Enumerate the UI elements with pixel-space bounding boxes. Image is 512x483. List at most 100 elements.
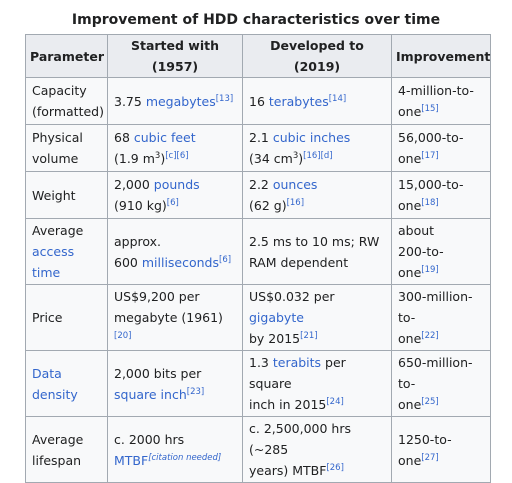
cell-text: (62 g) bbox=[249, 198, 287, 213]
wiki-link[interactable]: Data bbox=[32, 365, 62, 381]
cell-started: c. 2000 hrs MTBF[citation needed] bbox=[107, 416, 243, 483]
cell-text: one bbox=[398, 397, 422, 412]
citation-link[interactable]: [26] bbox=[326, 462, 344, 473]
cell-text: by 2015 bbox=[249, 331, 301, 346]
citation-link[interactable]: [13] bbox=[215, 93, 234, 104]
hdd-comparison-table: Parameter Started with (1957) Developed … bbox=[25, 34, 491, 483]
cell-developed: c. 2,500,000 hrs (~285 years) MTBF[26] bbox=[242, 416, 392, 483]
citation-link[interactable]: [16] bbox=[286, 197, 305, 208]
citation-link[interactable]: [16][d] bbox=[303, 150, 333, 161]
cell-started: US$9,200 per megabyte (1961) [20] bbox=[107, 284, 243, 351]
cell-text: 4-million-to- bbox=[398, 83, 474, 98]
cell-text: (34 cm bbox=[249, 151, 293, 166]
cell-text: one bbox=[398, 104, 422, 119]
citation-link[interactable]: [24] bbox=[326, 396, 344, 407]
citation-link[interactable]: [17] bbox=[421, 150, 439, 161]
wiki-link[interactable]: megabytes bbox=[145, 93, 216, 109]
cell-text: one bbox=[398, 151, 422, 166]
cell-text: 56,000-to- bbox=[398, 130, 464, 145]
citation-link[interactable]: [citation needed] bbox=[148, 452, 222, 463]
cell-developed: 2.5 ms to 10 ms; RW RAM dependent bbox=[242, 218, 392, 285]
citation-link[interactable]: [25] bbox=[421, 396, 439, 407]
cell-text: one bbox=[398, 452, 422, 468]
cell-text: RAM dependent bbox=[249, 254, 349, 270]
cell-text: US$9,200 per bbox=[114, 289, 200, 304]
cell-text: volume bbox=[32, 151, 79, 166]
cell-text: ) bbox=[160, 151, 166, 166]
wiki-link[interactable]: square inch bbox=[114, 386, 187, 402]
citation-link[interactable]: [18] bbox=[421, 197, 439, 208]
cell-text: c. 2000 hrs bbox=[114, 431, 185, 447]
cell-param: Price bbox=[25, 284, 108, 351]
cell-text: Average bbox=[32, 223, 84, 238]
wiki-link[interactable]: cubic inches bbox=[272, 130, 351, 145]
cell-text: 2,000 bits per bbox=[114, 365, 202, 381]
wiki-link[interactable]: gigabyte bbox=[249, 310, 304, 325]
cell-param: Data density bbox=[25, 350, 108, 417]
cell-started: 2,000 bits per square inch[23] bbox=[107, 350, 243, 417]
cell-improvement: 15,000-to-one[18] bbox=[391, 171, 491, 219]
unit-exponent: 3 bbox=[154, 150, 161, 161]
cell-developed: 2.1 cubic inches (34 cm3)[16][d] bbox=[242, 124, 392, 172]
wiki-link[interactable]: MTBF bbox=[114, 452, 149, 468]
table-row: Average lifespan c. 2000 hrs MTBF[citation … bbox=[25, 416, 491, 483]
cell-text: years) MTBF bbox=[249, 463, 327, 478]
table-row: Weight 2,000 pounds (910 kg)[6] 2.2 ounces (… bbox=[25, 171, 491, 219]
cell-text: about bbox=[398, 223, 435, 238]
cell-text: Weight bbox=[32, 187, 76, 203]
cell-text: 200-to-one bbox=[398, 244, 444, 280]
cell-text: 2.1 bbox=[249, 130, 273, 145]
citation-link[interactable]: [23] bbox=[186, 386, 205, 397]
citation-link[interactable]: [27] bbox=[421, 452, 439, 463]
cell-improvement: 300-million-to-one[22] bbox=[391, 284, 491, 351]
citation-link[interactable]: [c][6] bbox=[165, 150, 189, 161]
header-started-with: Started with (1957) bbox=[107, 34, 243, 78]
cell-text: Price bbox=[32, 310, 63, 325]
wiki-link[interactable]: milliseconds bbox=[141, 254, 220, 270]
citation-link[interactable]: [19] bbox=[421, 264, 439, 275]
table-row: Physical volume 68 cubic feet (1.9 m3)[c][6… bbox=[25, 124, 491, 172]
cell-text: 1.3 bbox=[249, 355, 273, 370]
citation-link[interactable]: [20] bbox=[114, 330, 132, 341]
wiki-link[interactable]: cubic feet bbox=[133, 130, 196, 145]
cell-started: 68 cubic feet (1.9 m3)[c][6] bbox=[107, 124, 243, 172]
cell-improvement: about 200-to-one[19] bbox=[391, 218, 491, 285]
cell-text: Average bbox=[32, 431, 84, 447]
cell-param: Capacity (formatted) bbox=[25, 77, 108, 125]
cell-text: Capacity bbox=[32, 83, 87, 98]
cell-param: Physical volume bbox=[25, 124, 108, 172]
wiki-link[interactable]: access time bbox=[32, 244, 75, 280]
cell-text: 2,000 bbox=[114, 177, 154, 192]
citation-link[interactable]: [6] bbox=[219, 254, 232, 265]
cell-text: 68 bbox=[114, 130, 134, 145]
cell-improvement: 650-million-to-one[25] bbox=[391, 350, 491, 417]
cell-started: 2,000 pounds (910 kg)[6] bbox=[107, 171, 243, 219]
citation-link[interactable]: [21] bbox=[300, 330, 318, 341]
cell-param: Average lifespan bbox=[25, 416, 108, 483]
wiki-link[interactable]: ounces bbox=[272, 177, 318, 192]
cell-text: c. 2,500,000 hrs (~285 bbox=[249, 421, 351, 457]
citation-link[interactable]: [22] bbox=[421, 330, 439, 341]
citation-link[interactable]: [6] bbox=[166, 197, 179, 208]
cell-text: lifespan bbox=[32, 452, 82, 468]
wiki-link[interactable]: density bbox=[32, 386, 78, 402]
citation-link[interactable]: [15] bbox=[421, 103, 439, 114]
table-row: Capacity (formatted) 3.75 megabytes[13] 16 … bbox=[25, 77, 491, 125]
table-row: Price US$9,200 per megabyte (1961) [20] US$0… bbox=[25, 284, 491, 351]
wiki-link[interactable]: pounds bbox=[153, 177, 200, 192]
wiki-link[interactable]: terabytes bbox=[268, 93, 329, 109]
table-caption: Improvement of HDD characteristics over … bbox=[71, 12, 441, 28]
cell-text: 300-million-to- bbox=[398, 289, 473, 325]
cell-started: 3.75 megabytes[13] bbox=[107, 77, 243, 125]
cell-developed: US$0.032 per gigabyte by 2015[21] bbox=[242, 284, 392, 351]
citation-link[interactable]: [14] bbox=[328, 93, 347, 104]
unit-exponent: 3 bbox=[292, 150, 299, 161]
cell-improvement: 1250-to-one[27] bbox=[391, 416, 491, 483]
cell-text: 3.75 bbox=[114, 93, 146, 109]
wiki-link[interactable]: terabits bbox=[272, 355, 322, 370]
cell-text: one bbox=[398, 331, 422, 346]
cell-text: 2.5 ms to 10 ms; RW bbox=[249, 233, 380, 249]
cell-improvement: 56,000-to-one[17] bbox=[391, 124, 491, 172]
header-improvement: Improvement bbox=[391, 34, 491, 78]
header-developed-to: Developed to (2019) bbox=[242, 34, 392, 78]
